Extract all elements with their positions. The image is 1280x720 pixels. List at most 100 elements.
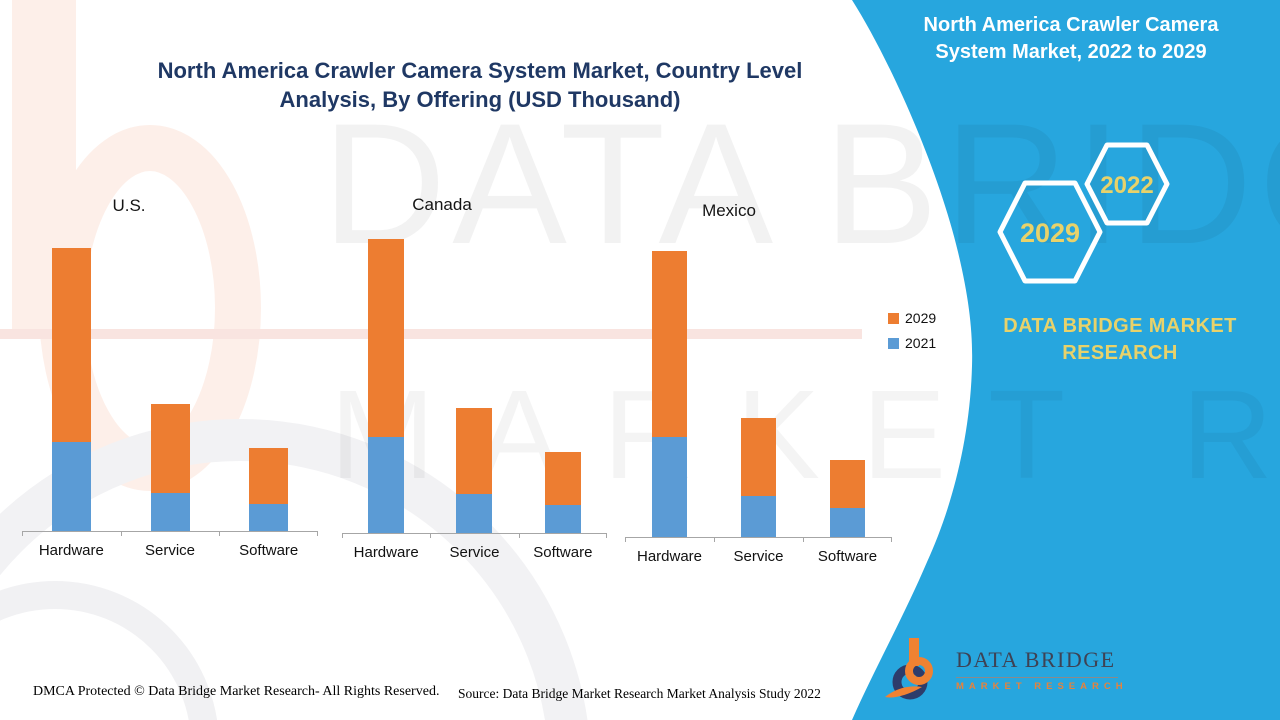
logo-b-stem xyxy=(909,638,919,666)
bar-slot xyxy=(219,448,318,531)
x-axis-canada xyxy=(342,533,607,539)
x-axis-mexico xyxy=(625,537,892,543)
logo-name: DATA BRIDGE xyxy=(956,647,1116,672)
bar-segment-2029 xyxy=(741,418,776,496)
legend-label-2029: 2029 xyxy=(905,310,937,326)
hexagon-2029 xyxy=(997,180,1103,284)
bars-area-mexico xyxy=(625,227,892,537)
axis-tick xyxy=(891,538,892,542)
legend: 2029 2021 xyxy=(888,310,936,360)
legend-swatch-2021 xyxy=(888,337,899,349)
bar-segment-2021 xyxy=(741,496,776,537)
legend-swatch-2029 xyxy=(888,312,899,324)
bar-slot xyxy=(714,418,803,537)
bar-slot xyxy=(22,248,121,531)
watermark-gray-ring xyxy=(0,419,588,720)
hexagon-2029-label: 2029 xyxy=(1020,218,1080,248)
category-label: Service xyxy=(449,544,500,561)
year-hexagons: 2029 2022 xyxy=(997,142,1170,284)
stacked-bar-service xyxy=(456,408,493,533)
chart-title-line2: Analysis, By Offering (USD Thousand) xyxy=(279,87,681,112)
bar-segment-2021 xyxy=(830,508,865,537)
x-axis-us xyxy=(22,531,318,537)
axis-tick xyxy=(22,532,23,536)
stacked-bar-hardware xyxy=(652,251,687,537)
axis-tick xyxy=(120,532,122,536)
chart-group-us: U.S. Hardware Service Softw xyxy=(22,0,318,720)
footer-source-text: Source: Data Bridge Market Research Mark… xyxy=(458,686,821,701)
logo-subtitle: MARKET RESEARCH xyxy=(956,677,1123,692)
chart-title-line1: North America Crawler Camera System Mark… xyxy=(157,58,803,83)
bar-segment-2029 xyxy=(830,460,865,508)
legend-row-2029: 2029 xyxy=(888,310,936,326)
bar-slot xyxy=(430,408,518,533)
bars-area-us xyxy=(22,221,318,531)
stacked-bar-software xyxy=(830,460,865,537)
brand-text: DATA BRIDGE MARKET RESEARCH xyxy=(955,313,1280,367)
legend-label-2021: 2021 xyxy=(905,335,937,351)
bar-slot xyxy=(121,404,220,531)
bar-segment-2021 xyxy=(544,505,581,533)
country-label-canada: Canada xyxy=(412,195,472,214)
axis-tick xyxy=(713,538,715,542)
bars-area-canada xyxy=(342,223,607,533)
axis-tick xyxy=(430,534,432,538)
stacked-bar-software xyxy=(544,452,581,533)
footer-dmca-text: DMCA Protected © Data Bridge Market Rese… xyxy=(33,684,440,699)
bar-segment-2021 xyxy=(456,494,493,533)
bar-segment-2029 xyxy=(456,408,493,494)
stacked-bar-service xyxy=(150,404,190,531)
category-labels-canada: Hardware Service Software xyxy=(342,544,607,561)
axis-tick xyxy=(518,534,520,538)
watermark-red-band xyxy=(0,329,862,339)
country-label-mexico: Mexico xyxy=(702,201,756,220)
category-label: Service xyxy=(144,542,196,559)
brand-text-line1: DATA BRIDGE MARKET xyxy=(1003,315,1237,337)
category-label: Software xyxy=(533,544,593,561)
side-panel-curve xyxy=(852,0,1280,720)
stacked-bar-service xyxy=(741,418,776,537)
bar-segment-2029 xyxy=(652,251,687,437)
bar-slot xyxy=(519,452,607,533)
stacked-bar-hardware xyxy=(368,239,405,533)
category-label: Service xyxy=(733,548,784,565)
bar-slot xyxy=(342,239,430,533)
chart-group-canada: Canada Hardware Service Sof xyxy=(342,0,607,720)
category-label: Software xyxy=(239,542,299,559)
bar-segment-2029 xyxy=(51,248,91,442)
watermark-gray-ring-small xyxy=(0,581,218,720)
bar-segment-2029 xyxy=(249,448,289,504)
data-bridge-logo-icon xyxy=(885,638,933,700)
panel-title-line2: System Market, 2022 to 2029 xyxy=(935,41,1207,63)
category-label: Hardware xyxy=(636,548,703,565)
axis-tick xyxy=(342,534,343,538)
chart-group-mexico: Mexico Hardware Service Sof xyxy=(625,0,892,720)
data-bridge-logo-text: DATA BRIDGE MARKET RESEARCH xyxy=(956,647,1123,692)
brand-text-line2: RESEARCH xyxy=(1062,342,1178,364)
bar-slot xyxy=(625,251,714,537)
chart-title: North America Crawler Camera System Mark… xyxy=(120,56,840,114)
category-labels-mexico: Hardware Service Software xyxy=(625,548,892,565)
bar-segment-2021 xyxy=(652,437,687,537)
category-label: Hardware xyxy=(353,544,419,561)
country-label-us: U.S. xyxy=(112,196,146,215)
panel-title-line1: North America Crawler Camera xyxy=(923,14,1219,36)
bar-segment-2021 xyxy=(51,442,91,531)
category-label: Software xyxy=(817,548,878,565)
category-label: Hardware xyxy=(38,542,104,559)
bar-segment-2021 xyxy=(249,504,289,531)
stacked-bar-hardware xyxy=(51,248,91,531)
bar-slot xyxy=(803,460,892,537)
bar-segment-2029 xyxy=(368,239,405,437)
bar-segment-2021 xyxy=(150,493,190,531)
bar-segment-2029 xyxy=(544,452,581,505)
bar-segment-2029 xyxy=(150,404,190,493)
axis-tick xyxy=(625,538,626,542)
hexagon-2022 xyxy=(1084,142,1170,226)
hexagon-2022-label: 2022 xyxy=(1100,172,1153,199)
category-labels-us: Hardware Service Software xyxy=(22,542,318,559)
axis-tick xyxy=(606,534,607,538)
stacked-bar-software xyxy=(249,448,289,531)
axis-tick xyxy=(317,532,318,536)
